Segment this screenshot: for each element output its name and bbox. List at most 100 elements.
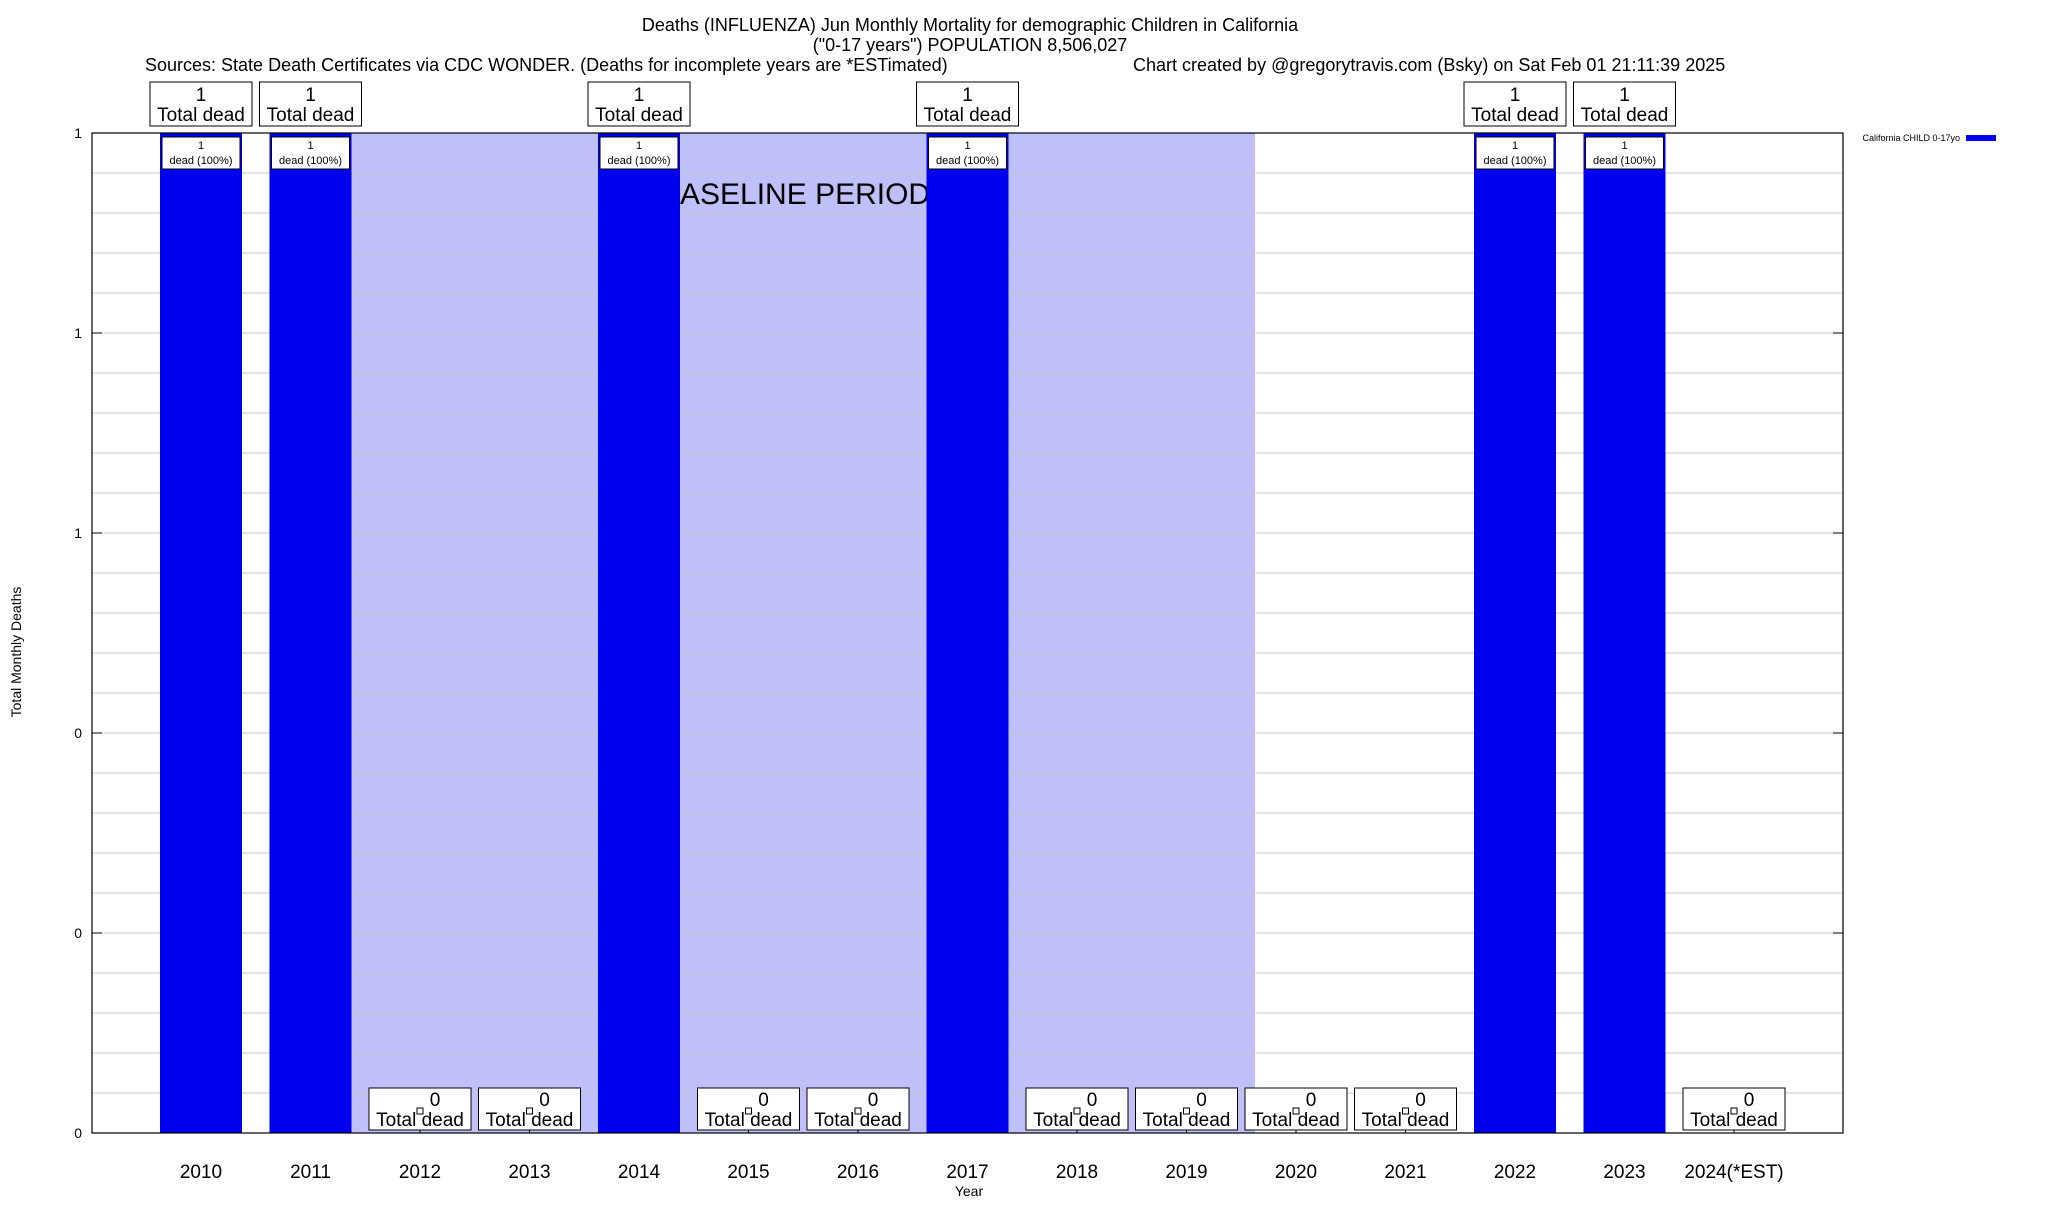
bar-data-label-box	[928, 136, 1007, 170]
total-dead-label: Total dead	[1033, 1110, 1121, 1131]
x-tick-label: 2022	[1494, 1162, 1536, 1183]
total-box	[368, 1087, 472, 1131]
x-tick-label: 2018	[1056, 1162, 1098, 1183]
total-box	[1573, 81, 1676, 127]
x-tick-label: 2011	[290, 1162, 331, 1183]
x-tick-label: 2023	[1603, 1162, 1645, 1183]
total-value-label: 1	[962, 85, 973, 106]
bar-data-label-box	[1475, 136, 1555, 170]
zero-marker	[1402, 1107, 1409, 1115]
x-tick-label: 2019	[1165, 1162, 1207, 1183]
total-value-label: 1	[196, 85, 207, 106]
total-value-label: 0	[1087, 1090, 1098, 1111]
total-value-label: 1	[1510, 85, 1521, 106]
zero-marker	[854, 1107, 862, 1115]
bar-percent-label: dead (100%)	[1484, 155, 1547, 167]
bar-data-label-box	[271, 136, 350, 170]
x-tick-label: 2013	[508, 1162, 550, 1183]
zero-marker	[745, 1107, 752, 1115]
total-value-label: 1	[1619, 85, 1630, 106]
bar	[1474, 133, 1556, 1133]
total-box	[916, 81, 1019, 127]
chart-title-line-2: ("0-17 years") POPULATION 8,506,027	[813, 35, 1128, 55]
bar-value-label: 1	[964, 140, 970, 152]
bar-value-label: 1	[198, 140, 204, 152]
x-tick-label: 2015	[727, 1162, 769, 1183]
total-dead-label: Total dead	[376, 1110, 464, 1131]
total-value-label: 0	[1415, 1090, 1426, 1111]
bar-value-label: 1	[307, 140, 313, 152]
x-tick-label: 2016	[837, 1162, 879, 1183]
baseline-period-label: BASELINE PERIOD	[660, 178, 930, 211]
y-tick-label: 0	[74, 925, 82, 941]
bar	[926, 133, 1009, 1133]
bar-value-label: 1	[1621, 140, 1627, 152]
zero-marker	[1073, 1107, 1081, 1115]
bar-percent-label: dead (100%)	[170, 155, 233, 167]
bar-percent-label: dead (100%)	[279, 155, 342, 167]
y-axis-label: Total Monthly Deaths	[8, 587, 24, 718]
total-value-label: 0	[1306, 1090, 1317, 1111]
total-value-label: 0	[1744, 1090, 1755, 1111]
x-tick-label: 2012	[399, 1162, 441, 1183]
bar-percent-label: dead (100%)	[608, 155, 671, 167]
zero-marker	[1730, 1107, 1738, 1115]
bar	[1583, 133, 1666, 1133]
bar-data-label-box	[1585, 136, 1664, 170]
total-box	[587, 81, 691, 127]
bar-percent-label: dead (100%)	[936, 155, 999, 167]
chart-title-line-1: Deaths (INFLUENZA) Jun Monthly Mortality…	[642, 15, 1299, 35]
legend-swatch	[1966, 135, 1996, 141]
total-value-label: 0	[758, 1090, 769, 1111]
total-dead-label: Total dead	[157, 105, 245, 126]
bar-data-label-box	[599, 136, 679, 170]
y-tick-label: 1	[74, 325, 82, 341]
bar-data-label-box	[161, 136, 241, 170]
plot-border	[91, 132, 1844, 1134]
bar-value-label: 1	[636, 140, 642, 152]
bar	[269, 133, 352, 1133]
total-box	[149, 81, 253, 127]
baseline-region-0	[351, 133, 598, 1133]
total-box	[1463, 81, 1567, 127]
bar-value-label: 1	[1512, 140, 1518, 152]
x-tick-label: 2017	[946, 1162, 988, 1183]
total-dead-label: Total dead	[1362, 1110, 1450, 1131]
total-dead-label: Total dead	[1143, 1110, 1231, 1131]
total-dead-label: Total dead	[705, 1110, 793, 1131]
total-value-label: 0	[868, 1090, 879, 1111]
x-tick-label: 2021	[1384, 1162, 1426, 1183]
total-value-label: 0	[430, 1090, 441, 1111]
bar-percent-label: dead (100%)	[1593, 155, 1656, 167]
total-dead-label: Total dead	[1690, 1110, 1778, 1131]
y-tick-label: 1	[74, 525, 82, 541]
chart-credit: Chart created by @gregorytravis.com (Bsk…	[1133, 55, 1725, 75]
total-dead-label: Total dead	[486, 1110, 574, 1131]
total-dead-label: Total dead	[1252, 1110, 1340, 1131]
zero-marker	[1183, 1107, 1190, 1115]
y-tick-label: 0	[74, 725, 82, 741]
total-dead-label: Total dead	[595, 105, 683, 126]
chart-sources: Sources: State Death Certificates via CD…	[145, 55, 948, 75]
total-value-label: 0	[539, 1090, 550, 1111]
x-tick-label: 2020	[1275, 1162, 1317, 1183]
x-tick-label: 2014	[618, 1162, 661, 1183]
total-dead-label: Total dead	[814, 1110, 902, 1131]
y-tick-label: 1	[74, 125, 82, 141]
total-dead-label: Total dead	[1471, 105, 1559, 126]
zero-marker	[1292, 1107, 1300, 1115]
total-value-label: 1	[634, 85, 645, 106]
baseline-region-2	[1008, 133, 1255, 1133]
x-tick-label: 2010	[180, 1162, 222, 1183]
baseline-region-1	[680, 133, 927, 1133]
zero-marker	[416, 1107, 424, 1115]
total-dead-label: Total dead	[1581, 105, 1669, 126]
y-tick-label: 0	[74, 1125, 82, 1141]
x-axis-label: Year	[955, 1183, 984, 1199]
total-dead-label: Total dead	[267, 105, 355, 126]
total-value-label: 0	[1196, 1090, 1207, 1111]
bar	[160, 133, 242, 1133]
total-dead-label: Total dead	[924, 105, 1012, 126]
